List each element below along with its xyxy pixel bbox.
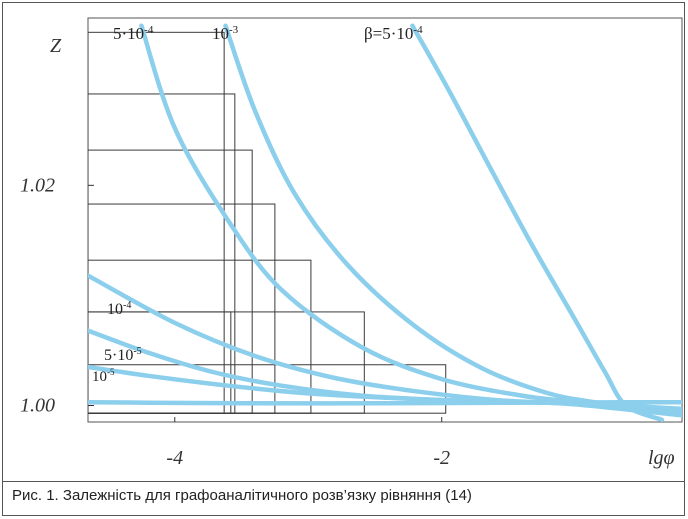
construction-rect-7 — [88, 364, 447, 414]
construction-rect-2 — [88, 93, 236, 414]
curve-label-b1e-3: 10-3 — [212, 24, 239, 43]
caption-divider — [2, 481, 685, 482]
curve-label-b5e-5: 5·10-5 — [104, 346, 142, 364]
x-tick-label-1: -4 — [166, 447, 183, 469]
curve-b5e-4-low — [88, 273, 682, 418]
curve-b1e-3 — [223, 23, 682, 417]
curves — [88, 23, 682, 422]
y-tick-label-1: 1.00 — [20, 394, 55, 416]
x-tick-label-2: -2 — [433, 447, 450, 469]
y-tick-label-2: 1.02 — [20, 174, 55, 196]
curve-b1e-5 — [88, 399, 682, 406]
construction-rect-8 — [88, 311, 232, 414]
chart: 10-5 5·10-5 10-4 5·10-4 10-3 β=5·10-4 Z lgφ 1… — [20, 17, 683, 469]
y-axis-label: Z — [50, 35, 62, 57]
curve-label-beta5e-4: β=5·10-4 — [364, 24, 423, 43]
curve-beta5e-4 — [410, 23, 665, 422]
curve-label-b5e-4-top: 5·10-4 — [113, 24, 154, 43]
curve-label-b1e-4: 10-4 — [107, 300, 131, 318]
curve-b5e-4-top — [139, 23, 682, 416]
curve-label-b1e-5: 10-5 — [92, 367, 115, 385]
figure-caption: Рис. 1. Залежність для графоаналітичного… — [12, 487, 472, 504]
axes: Z lgφ 1.00 1.02 -4 -2 — [20, 35, 675, 469]
x-axis-label: lgφ — [648, 447, 675, 469]
curve-labels: 10-5 5·10-5 10-4 5·10-4 10-3 β=5·10-4 — [92, 24, 423, 385]
